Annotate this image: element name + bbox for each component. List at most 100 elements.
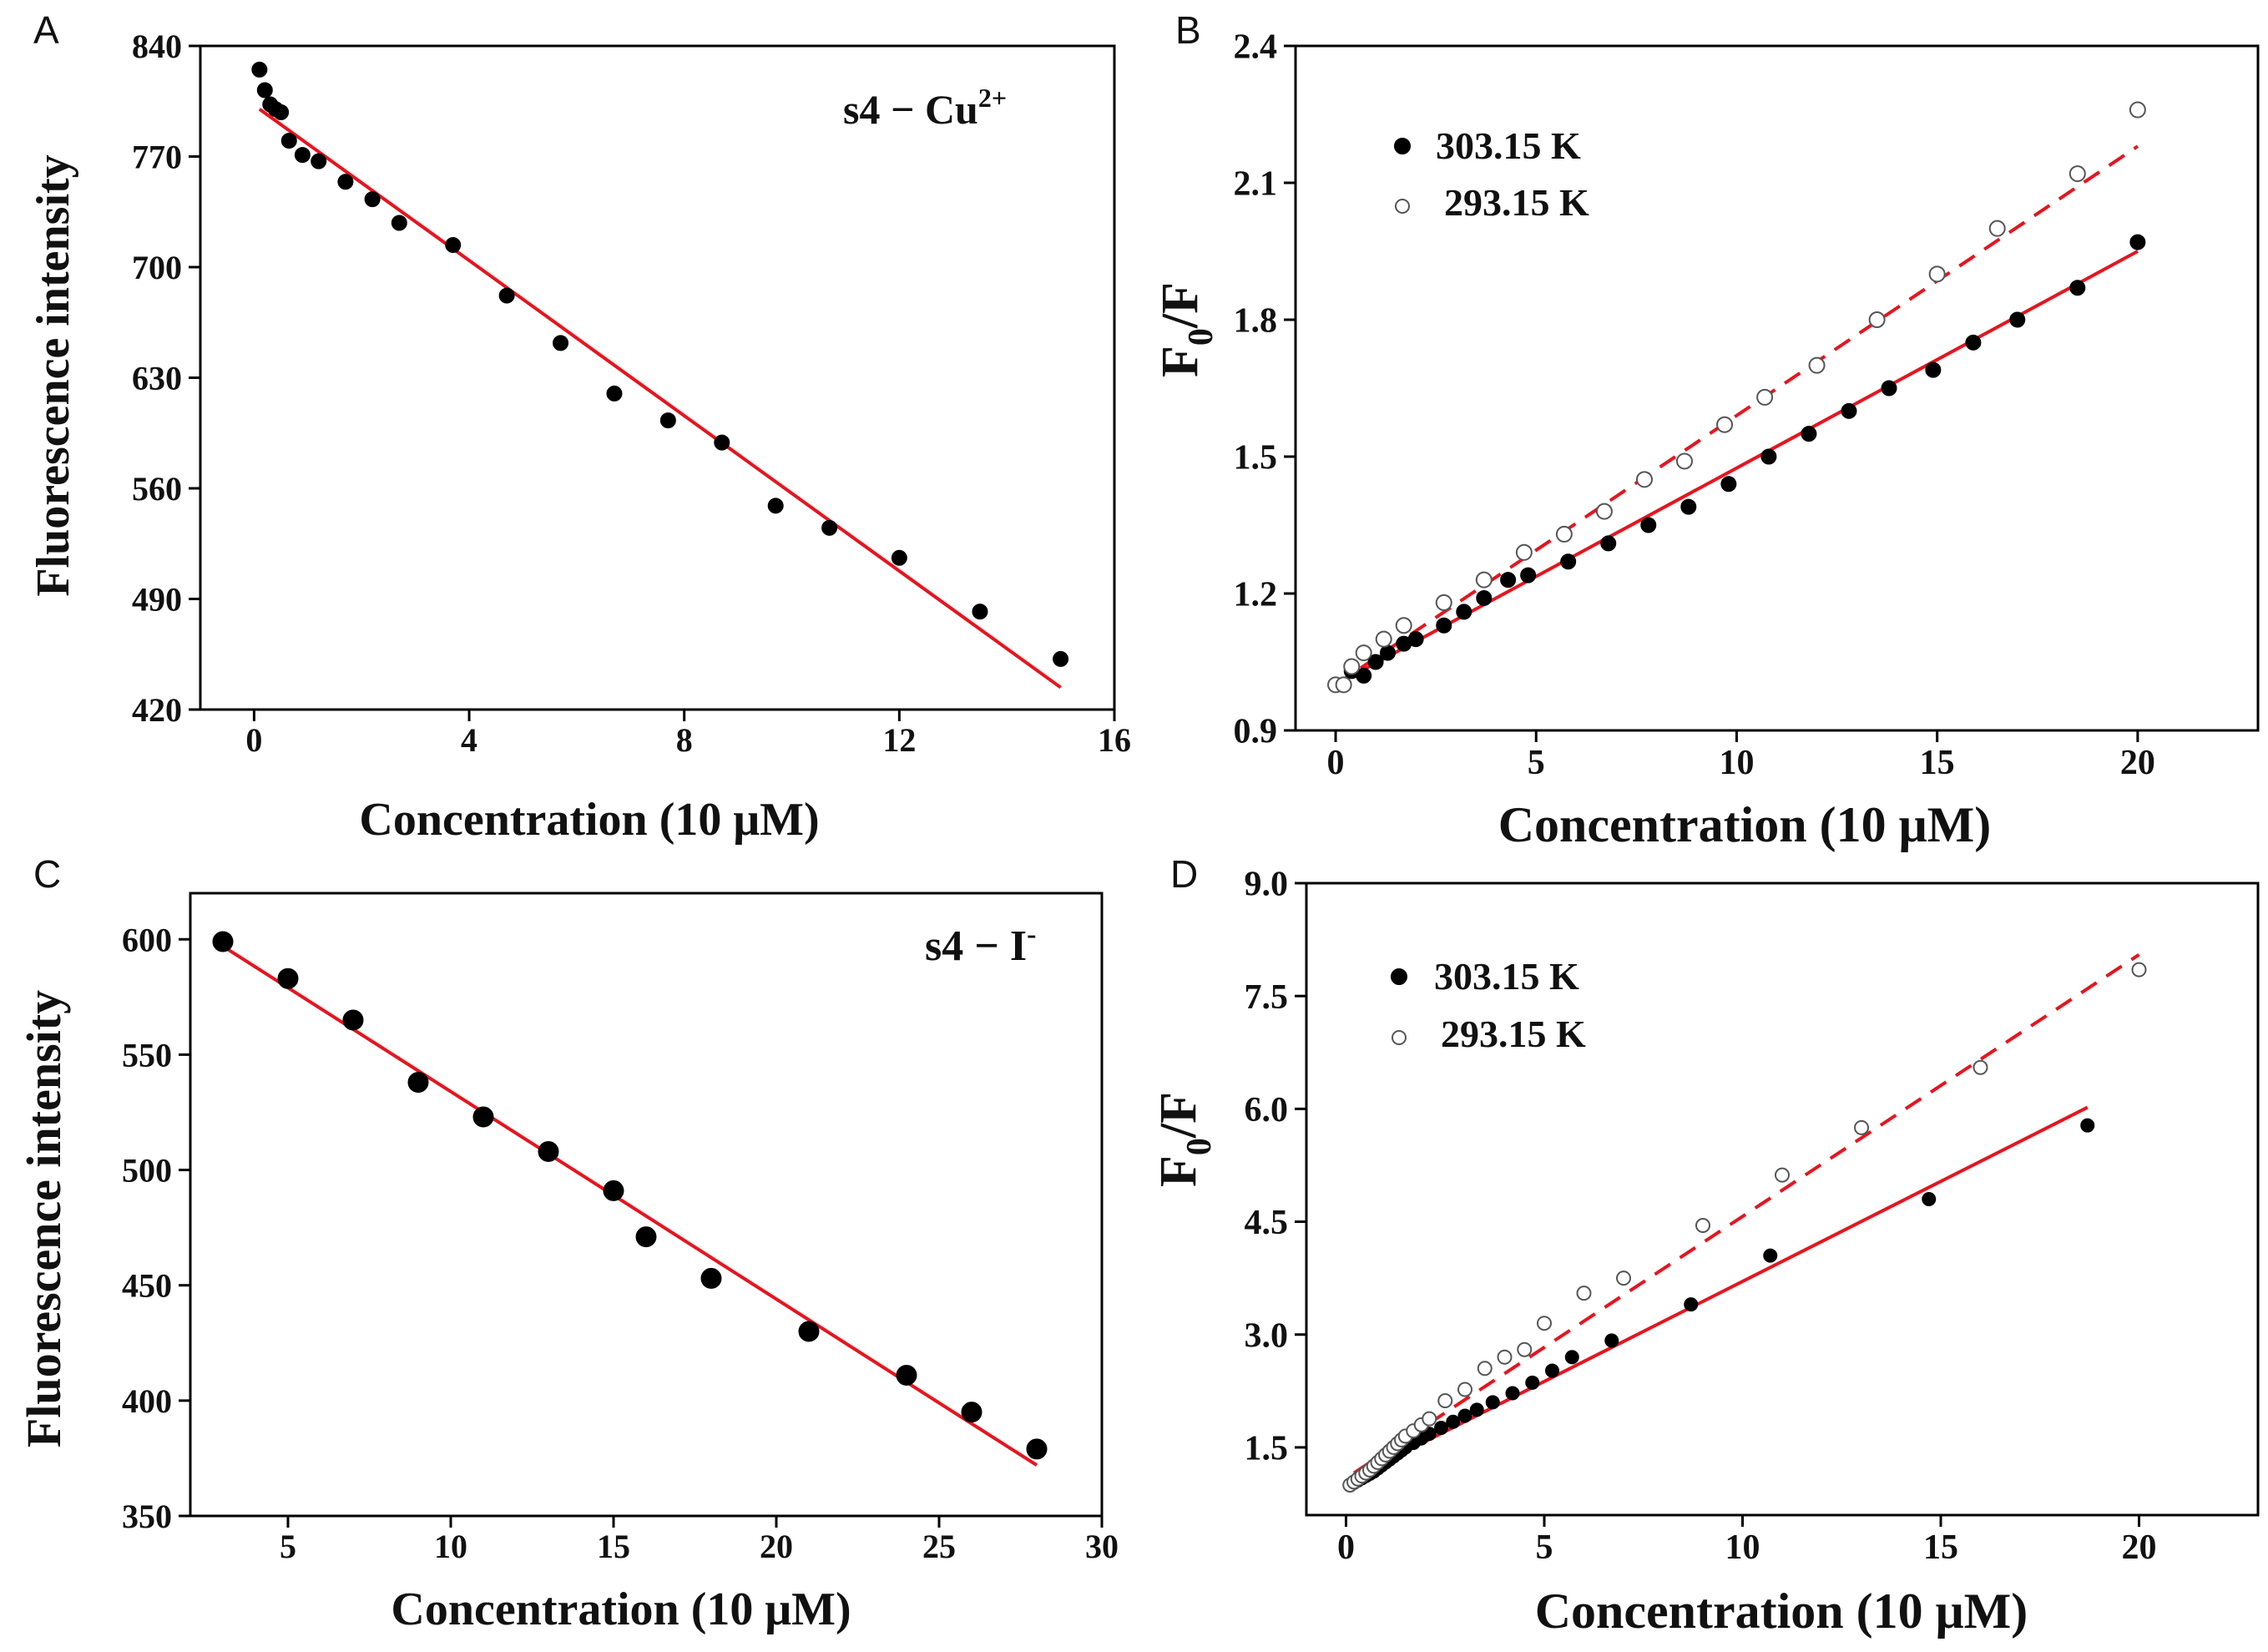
panel-b-data-point-filled: [1841, 402, 1857, 419]
panel-d-letter: D: [1170, 852, 1198, 896]
panel-a-x-tick-label: 4: [461, 721, 477, 759]
panel-b-y-tick-label: 2.1: [1234, 165, 1278, 204]
panel-c-y-tick-label: 600: [122, 921, 172, 958]
panel-b-fit-line-dashed: [1334, 144, 2139, 686]
panel-b-data-point-open: [1868, 311, 1886, 328]
panel-b-y-tick-label: 0.9: [1234, 713, 1278, 751]
panel-b-y-tick-label: 2.4: [1234, 28, 1278, 67]
panel-a-fit-line-solid: [258, 108, 1062, 690]
panel-b-data-point-filled: [2069, 280, 2086, 296]
panel-d: D Concentration (10 μM) F0/F 303.15 K 29…: [1150, 852, 2260, 1639]
panel-b-y-tick-label: 1.5: [1234, 439, 1278, 477]
panel-b-legend-marker-open: [1395, 199, 1410, 214]
panel-d-y-tick-label: 7.5: [1245, 978, 1289, 1017]
panel-a-data-point-filled: [294, 147, 311, 164]
panel-a-y-axis-title: Fluorescence intensity: [28, 154, 79, 596]
panel-d-y-tick-label: 3.0: [1245, 1316, 1289, 1355]
panel-a-y-tick-label: 700: [132, 249, 182, 286]
panel-a-data-point-filled: [445, 237, 462, 253]
panel-b-y-axis-title-main: F: [1152, 346, 1209, 377]
panel-d-legend-marker-filled: [1391, 968, 1407, 985]
panel-d-x-tick-label: 15: [1923, 1528, 1958, 1567]
panel-d-data-point-open: [1437, 1393, 1453, 1409]
panel-a-data-point-filled: [498, 287, 515, 304]
panel-b-data-point-filled: [1356, 667, 1372, 684]
panel-c-annotation-sup: -: [1027, 919, 1036, 950]
panel-c-data-point-filled: [896, 1364, 917, 1386]
panel-c-data-point-filled: [472, 1106, 494, 1128]
panel-c-data-point-filled: [538, 1140, 559, 1162]
panel-d-data-point-open: [1422, 1411, 1437, 1427]
panel-a-data-point-filled: [767, 498, 784, 514]
panel-b-data-point-filled: [1600, 535, 1617, 552]
panel-b-data-point-filled: [1801, 426, 1817, 442]
panel-b-data-point-filled: [1560, 553, 1577, 570]
panel-d-y-tick-label: 9.0: [1245, 866, 1289, 904]
panel-c-y-axis-title: Fluorescence intensity: [17, 990, 71, 1447]
panel-b-y-axis-title-sub: 0: [1182, 328, 1220, 346]
panel-a-annotation-text: s4 − Cu: [843, 86, 978, 133]
panel-a-x-tick-label: 16: [1098, 721, 1131, 759]
panel-d-data-point-open: [1854, 1119, 1869, 1135]
panel-b-data-point-filled: [1881, 380, 1897, 397]
panel-c-y-tick-label: 550: [122, 1036, 172, 1074]
panel-a-x-axis-title: Concentration (10 μM): [359, 794, 819, 846]
panel-b-data-point-filled: [1476, 589, 1493, 606]
panel-d-y-tick-label: 4.5: [1245, 1204, 1289, 1242]
panel-c-data-point-filled: [277, 967, 299, 989]
panel-d-y-axis-title: F0/F: [1150, 1092, 1219, 1187]
panel-d-data-point-open: [2131, 962, 2147, 978]
panel-d-data-point-filled: [1485, 1395, 1500, 1410]
panel-b-data-point-open: [1555, 525, 1573, 543]
panel-c-data-point-filled: [212, 931, 234, 952]
panel-a-data-point-filled: [273, 104, 290, 120]
panel-c-data-point-filled: [407, 1072, 429, 1094]
panel-b-x-tick-label: 0: [1327, 744, 1345, 782]
panel-d-data-point-open: [1775, 1167, 1790, 1183]
panel-b-y-tick-label: 1.2: [1234, 576, 1278, 614]
panel-b-x-axis-title: Concentration (10 μM): [1498, 797, 1992, 852]
panel-d-legend: 303.15 K 293.15 K: [1391, 955, 1586, 1055]
panel-d-data-point-filled: [1457, 1408, 1472, 1423]
panel-d-data-point-filled: [1922, 1192, 1937, 1206]
panel-b-x-tick-label: 15: [1920, 744, 1955, 782]
panel-d-data-point-filled: [1446, 1414, 1461, 1429]
panel-d-data-point-filled: [1434, 1420, 1448, 1435]
panel-c-y-tick-label: 500: [122, 1152, 172, 1190]
panel-c-data-point-filled: [635, 1226, 657, 1248]
panel-b-data-point-filled: [1680, 498, 1697, 515]
panel-b-data-point-open: [1355, 644, 1372, 662]
panel-b-x-tick-label: 20: [2120, 744, 2155, 782]
panel-a-data-point-filled: [606, 385, 623, 402]
panel-c-plot-frame: [189, 892, 1104, 1518]
panel-b-data-point-filled: [1965, 334, 1982, 351]
panel-d-y-axis-title-tail: /F: [1150, 1092, 1207, 1139]
panel-b-data-point-open: [1395, 617, 1412, 634]
panel-a: A s4 − Cu2+ Concentration (10 μM) Fluore…: [28, 8, 1131, 846]
panel-b-data-point-filled: [2129, 234, 2146, 250]
panel-b-legend-label-303: 303.15 K: [1436, 124, 1581, 167]
panel-c-x-tick-label: 30: [1085, 1528, 1119, 1565]
panel-c-data-point-filled: [603, 1180, 624, 1201]
panel-b-data-point-filled: [1720, 476, 1737, 493]
panel-d-legend-marker-open: [1392, 1030, 1407, 1045]
panel-c-x-tick-label: 15: [597, 1528, 630, 1565]
panel-c-x-tick-label: 25: [922, 1528, 956, 1565]
panel-d-data-point-filled: [1564, 1350, 1579, 1365]
panel-d-legend-label-293: 293.15 K: [1441, 1013, 1586, 1055]
panel-d-data-point-filled: [1469, 1402, 1484, 1417]
panel-d-x-tick-label: 5: [1536, 1528, 1553, 1567]
panel-b-y-axis-title-tail: /F: [1152, 282, 1209, 329]
panel-b-data-point-filled: [1640, 517, 1657, 533]
panel-b-y-axis-title: F0/F: [1152, 282, 1220, 377]
panel-b-data-point-filled: [1456, 604, 1472, 620]
panel-d-x-tick-label: 0: [1337, 1528, 1355, 1567]
panel-c-data-point-filled: [798, 1321, 820, 1342]
panel-c: C s4 − I- Concentration (10 μM) Fluoresc…: [17, 852, 1119, 1635]
panel-b-data-point-filled: [1760, 448, 1777, 465]
panel-d-data-point-open: [1457, 1382, 1472, 1397]
panel-d-data-point-open: [1477, 1361, 1493, 1377]
panel-c-data-point-filled: [342, 1009, 364, 1031]
panel-d-data-point-open: [1537, 1316, 1552, 1331]
